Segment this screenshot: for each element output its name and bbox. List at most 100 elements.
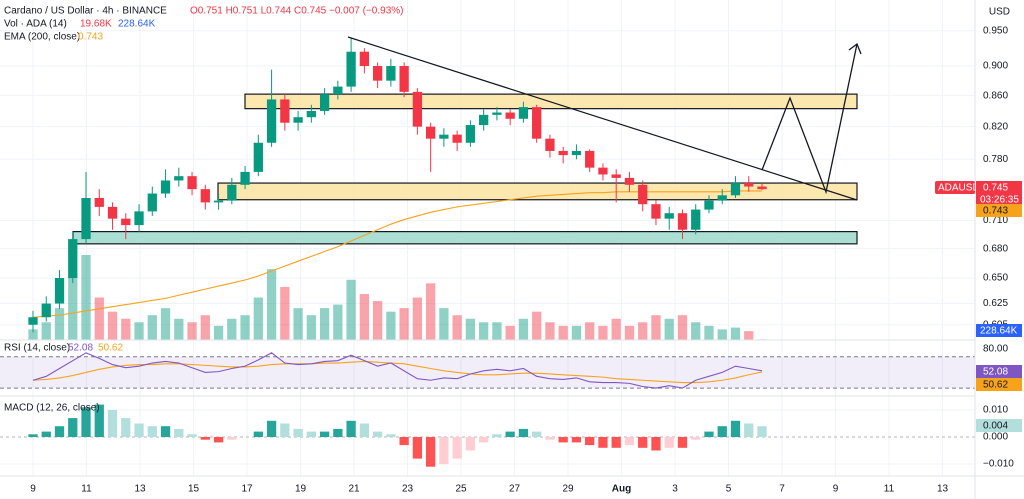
candle-body: [319, 94, 330, 111]
ema-value: 0.743: [78, 32, 103, 43]
macd-bar: [81, 407, 91, 437]
volume-bar: [479, 322, 489, 340]
candle-body: [253, 142, 263, 172]
macd-bar: [54, 426, 65, 437]
macd-bar: [266, 420, 277, 437]
x-tick-label: 15: [188, 484, 200, 495]
macd-bar: [624, 437, 635, 446]
candle-body: [54, 278, 65, 304]
volume-bar: [465, 318, 476, 340]
macd-bar: [213, 437, 224, 443]
macd-bar: [121, 418, 131, 437]
volume-bar: [68, 276, 78, 340]
candle-body: [333, 86, 343, 95]
candle-body: [757, 186, 767, 190]
volume-bar: [134, 322, 144, 340]
rsi-line: [32, 352, 763, 389]
candle-body: [585, 150, 595, 168]
ema-legend: EMA (200, close): [4, 32, 80, 43]
volume-bar: [359, 293, 370, 340]
candle-body: [439, 134, 449, 139]
macd-bar: [452, 437, 462, 459]
volume-bar: [704, 325, 714, 340]
candle-body: [28, 317, 38, 325]
y-tick-label: 0.710: [983, 215, 1008, 226]
macd-bar: [187, 434, 197, 437]
volume-legend: Vol · ADA (14): [4, 19, 67, 30]
volume-bar: [121, 318, 131, 340]
volume-bar: [94, 297, 104, 340]
x-tick-label: 9: [833, 484, 839, 495]
macd-bar: [545, 437, 555, 440]
candle-body: [386, 66, 396, 81]
volume-bar: [664, 318, 674, 340]
volume-bar: [691, 322, 701, 340]
macd-bar: [253, 431, 263, 437]
macd-axis-label: 0.004: [983, 421, 1008, 432]
macd-badge: [976, 419, 1022, 432]
x-tick-label: Aug: [612, 484, 631, 495]
x-tick-label: 29: [562, 484, 574, 495]
macd-bar: [492, 434, 502, 437]
macd-tick-label: −0.010: [983, 459, 1014, 470]
volume-ma: 228.64K: [118, 19, 156, 30]
rsi-legend: RSI (14, close): [4, 343, 70, 354]
volume-bar: [518, 318, 529, 340]
macd-bar: [744, 423, 754, 437]
volume-bar: [452, 315, 462, 340]
candle-body: [134, 211, 144, 226]
volume-bar: [598, 325, 608, 340]
volume: [28, 255, 767, 340]
macd-bar: [28, 434, 38, 437]
rsi-value: 52.08: [68, 343, 93, 354]
ema-badge: [976, 204, 1022, 217]
candle-body: [624, 177, 635, 185]
macd-bar: [147, 426, 157, 437]
x-tick-label: 19: [295, 484, 307, 495]
candle-body: [611, 174, 621, 178]
macd-bar: [691, 437, 701, 440]
candle-body: [200, 189, 210, 203]
volume-bar: [107, 311, 118, 340]
candle-body: [558, 150, 568, 156]
x-tick-label: 7: [779, 484, 785, 495]
candle-body: [465, 125, 476, 143]
x-tick-label: 25: [455, 484, 467, 495]
volume-bar: [399, 308, 409, 340]
currency: USD: [989, 7, 1010, 18]
symbol-badge: [935, 181, 975, 194]
candle-body: [638, 184, 648, 205]
volume-bar: [386, 311, 396, 340]
macd-pane: [0, 404, 975, 467]
volume-bar: [160, 308, 171, 340]
volume-bar: [558, 325, 568, 340]
trendline: [347, 36, 858, 201]
macd-bar: [412, 437, 423, 459]
rsi-ma-line: [32, 360, 763, 384]
macd-bar: [558, 437, 568, 443]
candle-body: [266, 99, 277, 143]
volume-bar: [240, 315, 250, 340]
ohlc-values: O0.751 H0.751 L0.744 C0.745 −0.007 (−0.9…: [190, 6, 404, 17]
volume-bar: [54, 308, 65, 340]
volume-bar: [346, 279, 356, 340]
candle-body: [293, 117, 303, 123]
volume-bar: [611, 318, 621, 340]
candle-body: [717, 195, 727, 201]
macd-bar: [174, 428, 184, 437]
candle-body: [240, 171, 250, 185]
x-tick-label: 27: [509, 484, 521, 495]
ema-axis-label: 0.743: [983, 206, 1008, 217]
rsi-badge: [976, 365, 1022, 378]
macd-bar: [68, 418, 78, 437]
macd-bar: [664, 437, 674, 448]
symbol-label: ADAUSD: [938, 183, 980, 194]
last-price-badge: [976, 181, 1022, 207]
volume-bar: [532, 311, 542, 340]
candle-body: [532, 107, 542, 139]
volume-bar: [293, 308, 303, 340]
volume-bar: [677, 315, 688, 340]
candle-body: [505, 112, 515, 119]
candle-body: [306, 110, 316, 118]
